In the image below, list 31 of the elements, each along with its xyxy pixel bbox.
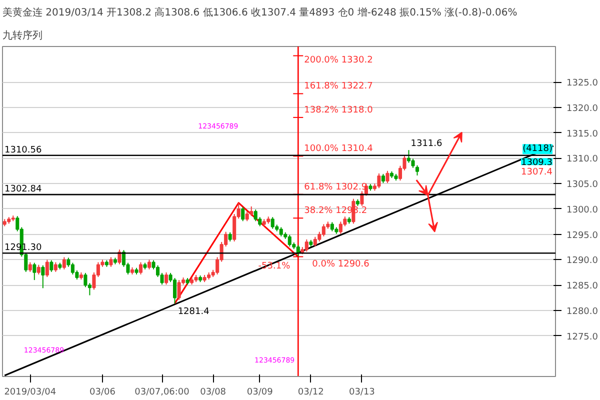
annotation: 0.0% 1290.6 — [312, 260, 370, 270]
y-tick-label: 1320.0 — [566, 104, 598, 114]
y-tick-label: 1300.0 — [566, 205, 598, 216]
x-tick-label: 03/06 — [89, 388, 116, 398]
ref-line-label: 1302.84 — [4, 184, 42, 195]
annotation: 138.2% 1318.0 — [304, 105, 374, 116]
x-tick-label: 03/09 — [246, 388, 274, 398]
x-tick-label: 03/07,06:00 — [134, 388, 190, 398]
y-tick-label: 1310.0 — [566, 154, 598, 165]
x-tick-label: 03/08 — [200, 388, 226, 398]
annotation: 1281.4 — [178, 306, 210, 317]
annotation: 100.0% 1310.4 — [304, 144, 374, 154]
y-tick-label: 1290.0 — [566, 256, 598, 266]
y-tick-label: 1275.0 — [566, 332, 598, 342]
y-tick-label: 1285.0 — [566, 282, 598, 292]
x-tick-label: 03/12 — [298, 388, 324, 398]
ref-line-label: 1310.56 — [4, 145, 42, 156]
annotation: (4118) — [522, 144, 553, 154]
y-tick-label: 1295.0 — [566, 230, 598, 241]
annotation: 161.8% 1322.7 — [304, 82, 373, 92]
chart-subtitle: 九转序列 — [2, 30, 42, 42]
y-tick-label: 1305.0 — [566, 180, 598, 190]
chart-title: 美黄金连 2019/03/14 开1308.2 高1308.6 低1306.6 收1307.4 量4893 仓0 增-6248 振0.15% 涨(-0.8)-0.06% — [2, 6, 518, 18]
annotation: 1307.4 — [521, 168, 553, 178]
y-tick-label: 1325.0 — [566, 78, 598, 89]
annotation: 1311.6 — [410, 139, 443, 150]
annotation: 200.0% 1330.2 — [304, 56, 373, 66]
x-tick-label: 03/13 — [348, 388, 375, 398]
y-tick-label: 1315.0 — [566, 129, 598, 140]
x-tick-label: 2019/03/04 — [4, 388, 56, 398]
y-tick-label: 1280.0 — [566, 307, 598, 317]
